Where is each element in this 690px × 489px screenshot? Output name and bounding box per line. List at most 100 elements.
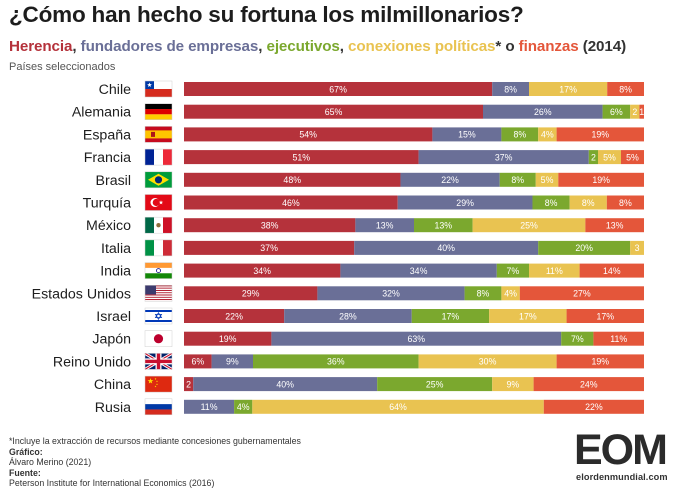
bar-segment-finanzas: [579, 263, 644, 278]
bar-row-méxico: México 38% 13% 13% 25% 13%: [86, 216, 644, 234]
bar-segment-finanzas: [519, 286, 644, 301]
data-label: 5%: [626, 152, 639, 162]
chart-title: ¿Cómo han hecho su fortuna los milmillon…: [9, 2, 524, 27]
data-label: 8%: [582, 198, 595, 208]
bar-segment-conexiones-políticas: [630, 104, 640, 119]
category-label: Italia: [101, 241, 131, 257]
data-label: 4%: [504, 289, 517, 299]
bar-segment-finanzas: [639, 104, 644, 119]
bar-segment-fundadores-de-empresas: [193, 377, 378, 392]
data-label: 17%: [442, 311, 460, 321]
bar-segment-herencia: [184, 104, 483, 119]
data-label: 2: [591, 152, 596, 162]
data-label: 46%: [282, 198, 300, 208]
bar-segment-herencia: [184, 150, 419, 165]
bar-segment-finanzas: [593, 331, 644, 346]
category-label: Israel: [96, 309, 131, 325]
bar-segment-herencia: [184, 127, 433, 142]
turkey-flag-icon: [144, 194, 173, 211]
data-label: 8%: [477, 289, 490, 299]
data-label: 19%: [592, 175, 610, 185]
russia-flag-icon: [144, 398, 173, 416]
bar-segment-ejecutivos: [501, 127, 539, 142]
bar-segment-ejecutivos: [538, 240, 631, 255]
bar-segment-herencia: [184, 377, 194, 392]
data-label: 2: [186, 379, 191, 389]
category-label: Japón: [92, 332, 131, 348]
footer: *Incluye la extracción de recursos media…: [9, 436, 301, 489]
usa-flag-icon: [144, 285, 173, 302]
data-label: 26%: [534, 107, 552, 117]
bar-segment-fundadores-de-empresas: [354, 240, 539, 255]
france-flag-icon: [144, 148, 173, 166]
logo-mark: EOM: [574, 426, 668, 474]
data-label: 37%: [495, 152, 513, 162]
bar-segment-herencia: [184, 331, 272, 346]
bar-segment-fundadores-de-empresas: [483, 104, 603, 119]
bar-segment-ejecutivos: [602, 104, 631, 119]
selection-note: Países seleccionados: [9, 61, 116, 73]
bar-segment-conexiones-políticas: [569, 195, 607, 210]
legend-herencia: Herencia: [9, 38, 73, 55]
bar-row-italia: Italia 37% 40% 20% 3: [101, 239, 644, 257]
legend-conexiones: conexiones políticas: [348, 38, 496, 55]
data-label: 5%: [603, 152, 616, 162]
data-label: 19%: [591, 130, 609, 140]
bar-segment-fundadores-de-empresas: [317, 286, 465, 301]
bar-segment-conexiones-políticas: [252, 399, 544, 414]
data-label: 27%: [573, 289, 591, 299]
data-label: 8%: [511, 175, 524, 185]
data-label: 14%: [603, 266, 621, 276]
category-label: China: [94, 377, 131, 393]
data-label: 48%: [283, 175, 301, 185]
bar-segment-conexiones-políticas: [598, 150, 621, 165]
data-label: 51%: [292, 152, 310, 162]
bar-row-israel: Israel 22% 28% 17% 17% 17%: [96, 307, 644, 325]
bar-segment-fundadores-de-empresas: [184, 399, 235, 414]
legend-ejecutivos: ejecutivos: [266, 38, 340, 55]
bar-segment-finanzas: [556, 354, 644, 369]
data-label: 15%: [458, 130, 476, 140]
data-label: 20%: [575, 243, 593, 253]
china-flag-icon: [144, 375, 173, 393]
bar-segment-finanzas: [533, 377, 644, 392]
bar-row-reino-unido: Reino Unido 6% 9% 36% 30% 19%: [53, 352, 644, 371]
bar-segment-fundadores-de-empresas: [418, 150, 589, 165]
legend-fundadores: fundadores de empresas: [80, 38, 259, 55]
bar-segment-conexiones-políticas: [492, 377, 534, 392]
category-label: México: [86, 218, 131, 234]
bar-segment-ejecutivos: [414, 218, 473, 233]
data-label: 3: [635, 243, 640, 253]
bar-segment-ejecutivos: [411, 309, 490, 323]
brazil-flag-icon: [144, 171, 173, 189]
bar-segment-ejecutivos: [499, 172, 536, 187]
germany-flag-icon: [144, 103, 173, 120]
data-label: 38%: [261, 221, 279, 231]
bar-segment-ejecutivos: [588, 150, 598, 165]
bar-segment-fundadores-de-empresas: [397, 195, 533, 210]
bar-segment-conexiones-políticas: [529, 263, 580, 278]
category-label: Alemania: [72, 105, 131, 121]
bar-segment-herencia: [184, 195, 398, 210]
category-label: India: [100, 264, 131, 280]
brand-logo: EOM elordenmundial.com: [574, 428, 684, 484]
source-value: Peterson Institute for International Eco…: [9, 478, 215, 489]
bar-segment-fundadores-de-empresas: [400, 172, 500, 187]
data-label: 4%: [541, 130, 554, 140]
category-label: Chile: [99, 82, 131, 98]
credit-value: Álvaro Merino (2021): [9, 457, 92, 468]
bar-segment-herencia: [184, 263, 341, 278]
data-label: 17%: [559, 84, 577, 94]
bar-segment-finanzas: [606, 195, 644, 210]
data-label: 34%: [410, 266, 428, 276]
data-label: 19%: [591, 357, 609, 367]
data-label: 13%: [376, 221, 394, 231]
bar-segment-ejecutivos: [532, 195, 570, 210]
data-label: 40%: [437, 243, 455, 253]
bar-row-turquía: Turquía 46% 29% 8% 8% 8%: [83, 194, 644, 212]
data-label: 34%: [253, 266, 271, 276]
data-label: 22%: [585, 402, 603, 412]
bar-segment-fundadores-de-empresas: [355, 218, 414, 233]
bar-segment-ejecutivos: [464, 286, 502, 301]
bar-segment-conexiones-políticas: [535, 172, 559, 187]
